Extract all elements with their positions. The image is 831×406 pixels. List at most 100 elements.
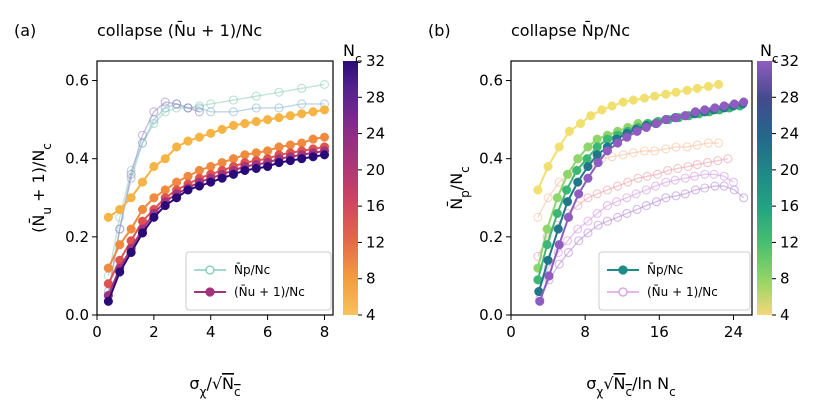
- faint-point: [574, 236, 584, 246]
- legend-label: (N̄u + 1)/Nc: [647, 285, 718, 299]
- faint-point: [703, 138, 713, 148]
- faint-point: [206, 107, 216, 117]
- data-point: [240, 150, 250, 160]
- faint-point: [573, 224, 583, 234]
- faint-point: [723, 154, 733, 164]
- data-point: [651, 118, 662, 129]
- faint-point: [671, 142, 681, 152]
- data-point: [308, 134, 318, 144]
- data-point: [194, 181, 204, 191]
- faint-point: [126, 169, 136, 179]
- faint-point: [690, 185, 701, 195]
- panel-label-b: (b): [428, 21, 451, 40]
- data-point: [183, 136, 193, 146]
- data-point: [103, 263, 113, 273]
- colorbar-tick-label: 32: [780, 52, 799, 70]
- faint-point: [562, 236, 573, 246]
- faint-point: [661, 144, 671, 154]
- data-point: [126, 247, 136, 258]
- legend-label: (N̄u + 1)/Nc: [234, 285, 305, 299]
- faint-point: [673, 163, 683, 174]
- y-axis-label-a: (N̄u + 1)/Nc: [29, 143, 54, 233]
- data-point: [680, 111, 690, 121]
- data-point: [228, 120, 239, 131]
- data-point: [542, 224, 552, 234]
- colorbar-tick-label: 20: [780, 161, 799, 179]
- data-point: [137, 177, 148, 187]
- faint-point: [251, 103, 261, 113]
- data-point: [622, 132, 632, 142]
- faint-point: [689, 171, 700, 181]
- axes-frame-b: [510, 60, 753, 316]
- data-point: [297, 109, 307, 119]
- faint-point: [592, 208, 602, 218]
- data-point: [710, 103, 720, 113]
- faint-point: [642, 171, 652, 181]
- faint-point: [228, 107, 239, 117]
- faint-point: [228, 95, 239, 105]
- faint-point: [183, 103, 193, 113]
- colorbar-tick-label: 28: [780, 88, 799, 106]
- faint-point: [700, 169, 710, 179]
- colorbar-ticks-a: 4 8 12 16 20 24 28 32: [358, 52, 385, 324]
- faint-point: [680, 173, 690, 183]
- faint-point: [583, 193, 593, 203]
- data-point: [564, 126, 574, 136]
- series-line-nc-32: [538, 101, 744, 302]
- ticks-a: 0 2 4 6 8 0.0 0.2 0.4 0.6: [65, 72, 329, 341]
- faint-point: [622, 208, 632, 218]
- colorbar-b: [757, 61, 772, 315]
- faint-point: [583, 228, 593, 238]
- data-point: [562, 197, 573, 207]
- data-point: [543, 161, 553, 172]
- axes-frame-a: [96, 60, 334, 316]
- data-point: [586, 111, 596, 121]
- faint-point: [670, 175, 680, 185]
- data-point: [206, 161, 216, 172]
- data-point: [115, 267, 125, 277]
- faint-series-line-8: [537, 158, 729, 257]
- data-point: [593, 158, 603, 168]
- faint-point: [172, 99, 182, 109]
- data-point: [592, 142, 602, 152]
- y-axis-label-b: N̄p/Nc: [447, 166, 472, 210]
- faint-point: [692, 160, 702, 170]
- data-point: [149, 161, 159, 172]
- faint-point: [729, 185, 739, 195]
- data-point: [574, 189, 584, 199]
- faint-point: [613, 212, 623, 222]
- data-point: [297, 154, 307, 164]
- data-point: [240, 165, 250, 175]
- faint-point: [160, 97, 170, 107]
- faint-point: [661, 177, 671, 187]
- data-point: [618, 97, 628, 107]
- faint-point: [719, 171, 729, 181]
- data-point: [739, 97, 749, 107]
- faint-point: [633, 173, 643, 183]
- data-point: [641, 122, 651, 132]
- data-point: [552, 208, 562, 218]
- colorbar-tick-label: 4: [780, 306, 790, 324]
- data-point: [115, 240, 125, 250]
- x-tick-label: 0: [506, 323, 516, 341]
- faint-point: [639, 146, 650, 156]
- data-point: [729, 99, 739, 109]
- faint-point: [137, 130, 148, 140]
- faint-point: [194, 103, 204, 113]
- faint-point: [563, 247, 574, 258]
- faint-point: [319, 79, 330, 89]
- faint-point: [160, 103, 170, 113]
- y-tick-label: 0.2: [479, 228, 503, 246]
- faint-point: [149, 107, 159, 117]
- faint-point: [641, 185, 651, 195]
- x-tick-label: 8: [580, 323, 590, 341]
- faint-point: [274, 87, 284, 97]
- data-point: [251, 117, 261, 127]
- legend-marker: [618, 265, 628, 275]
- data-point: [274, 142, 284, 152]
- data-point: [115, 204, 125, 215]
- data-point: [650, 91, 660, 101]
- faint-point: [710, 181, 720, 191]
- data-point: [583, 142, 593, 152]
